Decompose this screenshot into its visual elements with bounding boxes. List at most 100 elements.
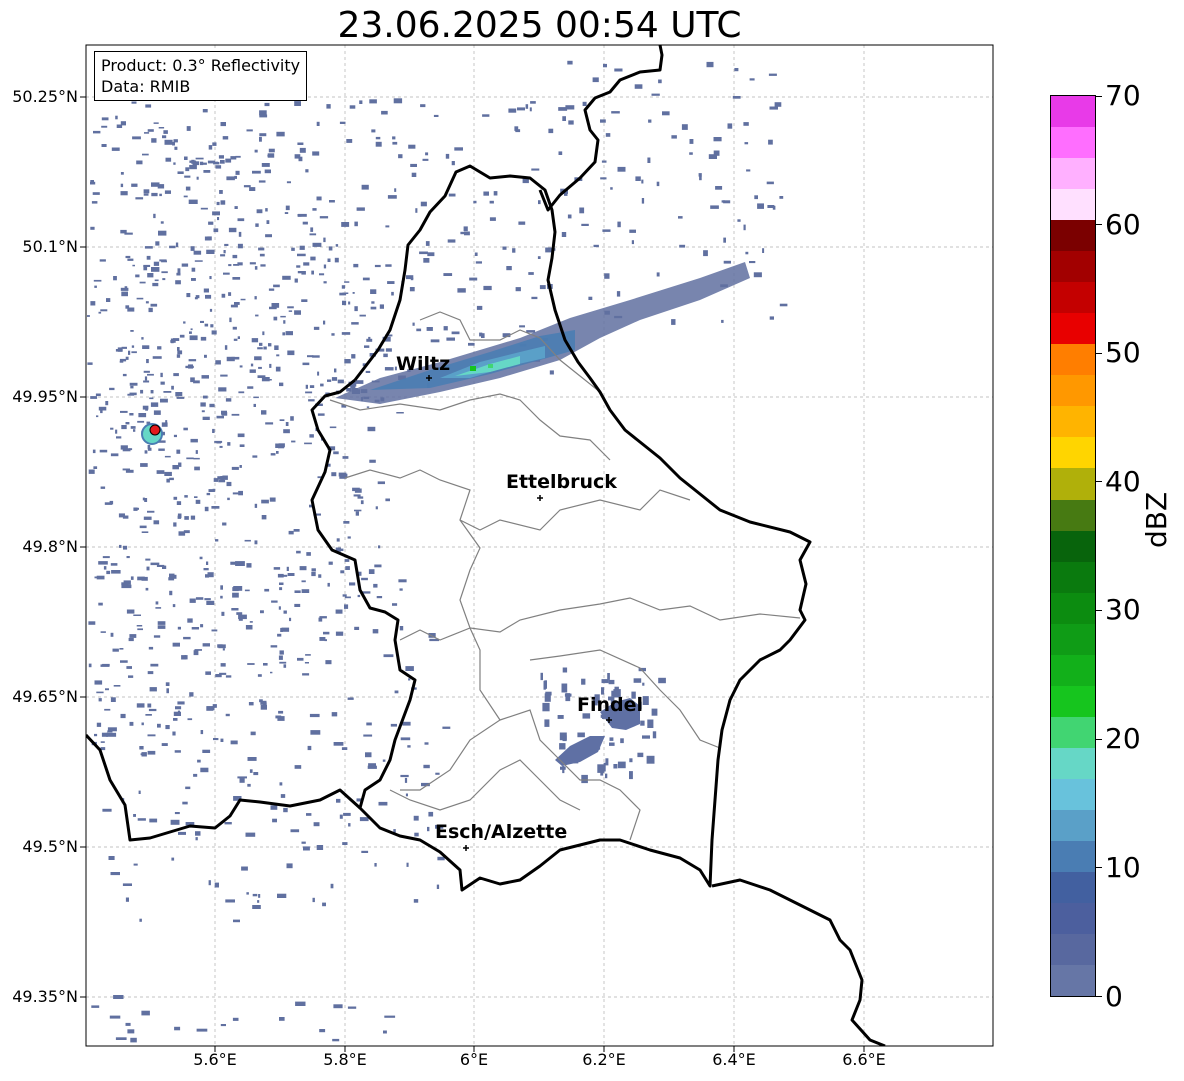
echo-pixel — [204, 506, 209, 512]
echo-pixel — [319, 1029, 326, 1033]
echo-pixel — [316, 845, 324, 850]
echo-pixel — [160, 372, 163, 378]
echo-pixel — [146, 359, 149, 364]
echo-pixel — [147, 445, 151, 450]
echo-pixel — [100, 309, 108, 312]
echo-pixel — [155, 601, 159, 605]
echo-pixel — [734, 68, 739, 72]
echo-pixel — [107, 730, 113, 733]
echo-pixel — [189, 598, 196, 603]
echo-pixel — [601, 687, 605, 695]
echo-pixel — [768, 139, 773, 145]
echo-pixel — [597, 764, 605, 773]
echo-pixel — [225, 899, 235, 903]
colorbar-tick-label: 30 — [1105, 593, 1141, 626]
echo-pixel — [163, 391, 172, 393]
echo-pixel — [394, 188, 397, 192]
echo-pixel — [128, 350, 131, 355]
echo-pixel — [703, 250, 708, 257]
echo-pixel — [249, 621, 253, 623]
echo-pixel — [656, 181, 660, 187]
echo-pixel — [208, 145, 213, 150]
echo-pixel — [319, 616, 327, 619]
echo-pixel — [766, 181, 774, 185]
echo-pixel — [436, 884, 440, 889]
echo-pixel — [220, 122, 226, 127]
echo-pixel — [283, 320, 286, 324]
echo-pixel — [369, 99, 377, 104]
echo-pixel — [273, 567, 281, 570]
echo-pixel — [172, 141, 175, 146]
echo-pixel — [224, 345, 228, 350]
echo-pixel — [278, 655, 283, 660]
echo-pixel — [130, 576, 134, 580]
lon-label: 6.6°E — [842, 1050, 886, 1069]
echo-pixel — [126, 556, 130, 559]
echo-pixel — [197, 759, 201, 763]
echo-pixel — [253, 772, 259, 776]
echo-pixel — [279, 1017, 285, 1021]
echo-pixel — [286, 181, 291, 184]
echo-pixel — [658, 79, 662, 84]
echo-pixel — [220, 585, 223, 590]
echo-pixel — [120, 660, 128, 663]
echo-pixel — [145, 407, 148, 411]
echo-pixel — [175, 242, 179, 247]
echo-pixel — [184, 495, 188, 498]
echo-pixel — [143, 516, 152, 520]
echo-pixel — [427, 252, 435, 257]
echo-pixel — [125, 255, 131, 259]
echo-pixel — [305, 384, 308, 389]
echo-pixel — [109, 387, 115, 391]
echo-pixel — [206, 600, 215, 605]
echo-pixel — [345, 566, 350, 570]
echo-pixel — [217, 644, 223, 648]
echo-pixel — [327, 446, 336, 451]
echo-pixel — [220, 663, 226, 667]
echo-pixel — [353, 263, 359, 268]
echo-pixel — [119, 648, 124, 650]
echo-pixel — [392, 141, 398, 145]
echo-pixel — [399, 626, 404, 631]
echo-pixel — [374, 863, 377, 867]
echo-pixel — [331, 377, 338, 381]
echo-pixel — [347, 1006, 357, 1009]
echo-pixel — [126, 609, 135, 614]
echo-pixel — [305, 169, 309, 173]
echo-pixel — [237, 776, 247, 779]
colorbar-segment — [1051, 468, 1095, 500]
echo-pixel — [220, 254, 226, 257]
echo-pixel — [301, 299, 308, 302]
echo-pixel — [301, 841, 306, 844]
data-source-text: Data: RMIB — [101, 77, 191, 96]
echo-pixel — [245, 832, 256, 837]
echo-pixel — [177, 626, 181, 630]
echo-pixel — [273, 284, 280, 288]
echo-pixel — [129, 721, 134, 726]
colorbar-segment — [1051, 406, 1095, 438]
echo-pixel — [211, 506, 220, 509]
echo-pixel — [283, 664, 287, 668]
echo-pixel — [319, 216, 329, 219]
echo-pixel — [96, 691, 104, 694]
echo-pixel — [647, 157, 651, 163]
echo-pixel — [309, 434, 314, 438]
echo-pixel — [303, 846, 310, 851]
echo-pixel — [219, 445, 223, 448]
echo-pixel — [191, 278, 196, 281]
echo-pixel — [283, 610, 287, 614]
echo-pixel — [658, 677, 666, 684]
echo-pixel — [385, 225, 390, 228]
echo-pixel — [342, 456, 349, 459]
echo-pixel — [475, 261, 482, 264]
echo-pixel — [263, 346, 267, 350]
echo-pixel — [305, 391, 313, 394]
echo-pixel — [294, 590, 301, 593]
echo-pixel — [567, 60, 573, 65]
echo-pixel — [313, 513, 321, 516]
echo-pixel — [394, 690, 399, 694]
echo-pixel — [399, 588, 403, 591]
echo-pixel — [223, 250, 226, 254]
echo-pixel — [288, 310, 293, 312]
echo-pixel — [274, 345, 279, 350]
